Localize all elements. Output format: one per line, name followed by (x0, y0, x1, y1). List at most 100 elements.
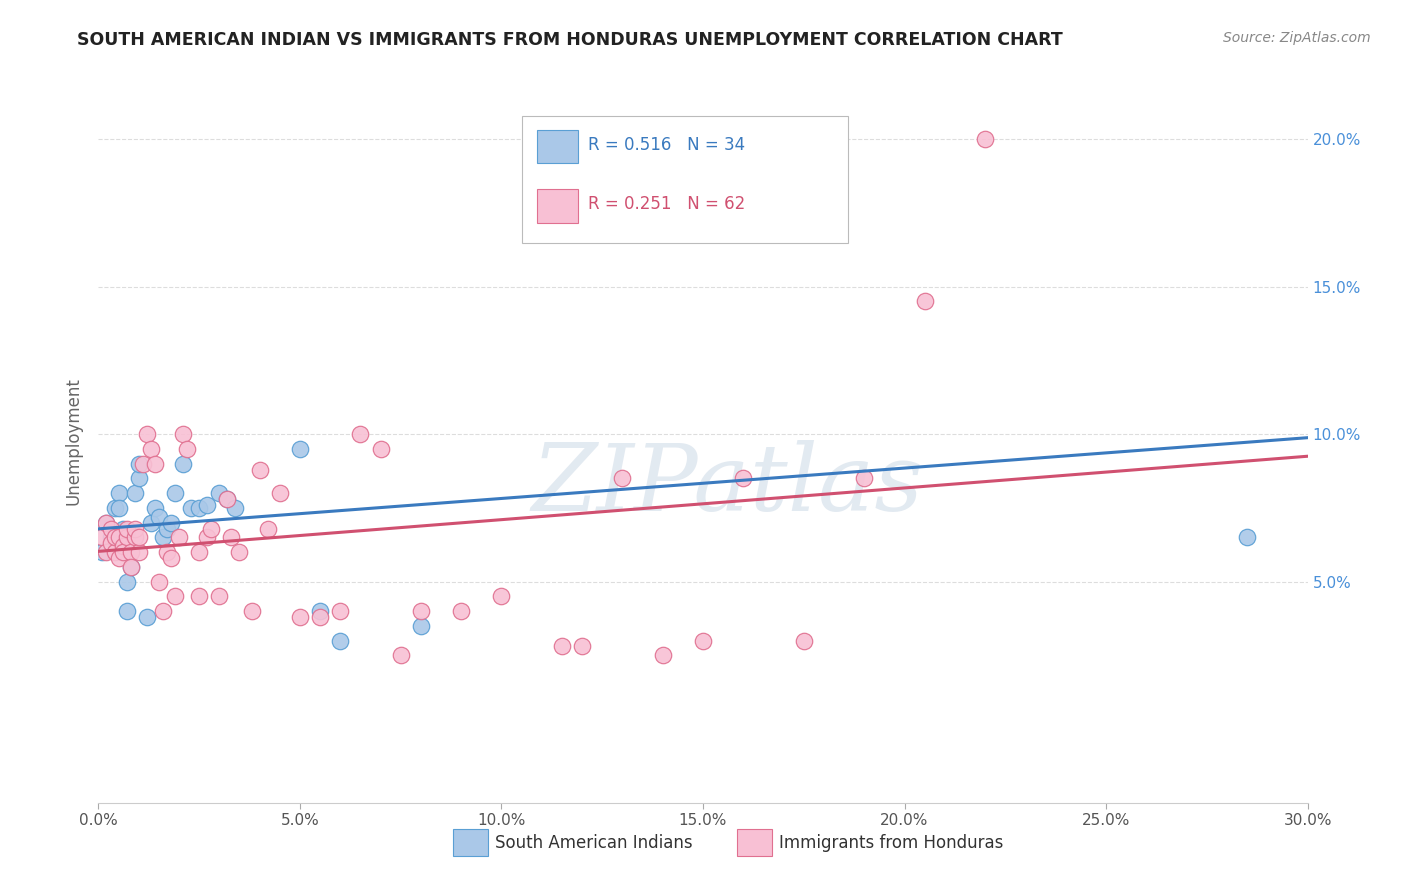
FancyBboxPatch shape (537, 189, 578, 223)
Point (389, 648, 412, 663)
Point (651, 648, 673, 663)
Point (163, 590, 186, 604)
Point (96, 516, 118, 530)
Point (1236, 530, 1258, 544)
Point (143, 457, 166, 471)
Point (115, 604, 138, 618)
Point (135, 427, 157, 442)
Point (224, 500, 246, 515)
Point (349, 427, 371, 442)
Point (128, 457, 150, 471)
Point (143, 500, 166, 515)
Point (217, 491, 239, 506)
Point (288, 442, 311, 456)
Point (409, 619, 432, 633)
Point (256, 522, 278, 536)
Point (974, 132, 997, 146)
Text: R = 0.251   N = 62: R = 0.251 N = 62 (588, 194, 745, 213)
Point (148, 574, 170, 589)
Point (692, 633, 714, 648)
Point (612, 471, 634, 485)
Point (91, 545, 114, 559)
Point (249, 462, 271, 476)
Point (107, 486, 129, 500)
Point (115, 574, 138, 589)
Point (329, 604, 352, 618)
Point (96, 516, 118, 530)
Point (571, 640, 593, 654)
Point (111, 522, 134, 536)
Point (128, 545, 150, 559)
Point (135, 610, 157, 624)
Point (132, 457, 155, 471)
FancyBboxPatch shape (737, 829, 772, 856)
FancyBboxPatch shape (453, 829, 488, 856)
Point (309, 610, 332, 624)
Point (128, 530, 150, 544)
Point (329, 633, 352, 648)
Point (107, 551, 129, 566)
Point (115, 522, 138, 536)
FancyBboxPatch shape (537, 130, 578, 163)
Point (120, 560, 142, 574)
Point (221, 530, 243, 544)
Point (115, 530, 138, 544)
Point (240, 604, 263, 618)
Point (100, 530, 122, 544)
Point (188, 500, 211, 515)
Point (370, 442, 392, 456)
Point (208, 590, 231, 604)
Text: R = 0.516   N = 34: R = 0.516 N = 34 (588, 136, 745, 153)
Point (409, 604, 432, 618)
Point (160, 551, 183, 566)
Point (200, 522, 222, 536)
Point (152, 604, 174, 618)
Point (217, 491, 239, 506)
Point (128, 471, 150, 485)
Point (103, 545, 125, 559)
Point (793, 633, 815, 648)
Point (111, 539, 134, 553)
Point (139, 516, 162, 530)
Point (120, 560, 142, 574)
Point (172, 427, 194, 442)
Point (269, 486, 291, 500)
Point (853, 471, 876, 485)
Point (188, 545, 211, 559)
Point (156, 545, 179, 559)
Text: Source: ZipAtlas.com: Source: ZipAtlas.com (1223, 31, 1371, 45)
Point (228, 545, 250, 559)
Point (309, 604, 332, 618)
Point (96, 545, 118, 559)
FancyBboxPatch shape (522, 116, 848, 243)
Point (100, 536, 122, 550)
Point (91, 530, 114, 544)
Point (148, 509, 170, 524)
Point (156, 522, 179, 536)
Point (152, 530, 174, 544)
Text: SOUTH AMERICAN INDIAN VS IMMIGRANTS FROM HONDURAS UNEMPLOYMENT CORRELATION CHART: SOUTH AMERICAN INDIAN VS IMMIGRANTS FROM… (77, 31, 1063, 49)
Point (491, 590, 513, 604)
Point (120, 545, 142, 559)
Point (551, 640, 574, 654)
Point (450, 604, 472, 618)
Point (733, 471, 755, 485)
Text: South American Indians: South American Indians (495, 833, 693, 852)
Point (195, 530, 218, 544)
Point (163, 486, 186, 500)
Point (103, 530, 125, 544)
Point (160, 516, 183, 530)
Text: Immigrants from Honduras: Immigrants from Honduras (779, 833, 1004, 852)
Point (107, 530, 129, 544)
Point (124, 522, 146, 536)
Point (103, 500, 125, 515)
Point (167, 530, 190, 544)
Point (180, 500, 202, 515)
Point (172, 457, 194, 471)
Point (100, 522, 122, 536)
Text: ZIPatlas: ZIPatlas (531, 440, 924, 530)
Point (188, 590, 211, 604)
Point (208, 486, 231, 500)
Point (195, 498, 218, 512)
Point (733, 206, 755, 220)
